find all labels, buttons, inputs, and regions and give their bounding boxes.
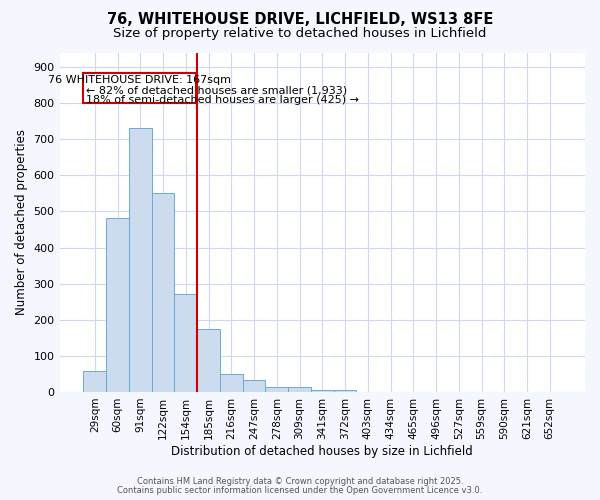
Bar — [334, 390, 356, 392]
Bar — [175, 294, 197, 392]
Y-axis label: Number of detached properties: Number of detached properties — [15, 129, 28, 315]
Bar — [242, 380, 265, 392]
Bar — [288, 388, 311, 392]
Bar — [311, 390, 334, 392]
Text: Contains HM Land Registry data © Crown copyright and database right 2025.: Contains HM Land Registry data © Crown c… — [137, 477, 463, 486]
Text: ← 82% of detached houses are smaller (1,933): ← 82% of detached houses are smaller (1,… — [86, 85, 347, 95]
Bar — [129, 128, 152, 392]
Bar — [106, 218, 129, 392]
Text: 76 WHITEHOUSE DRIVE: 167sqm: 76 WHITEHOUSE DRIVE: 167sqm — [48, 76, 231, 86]
FancyBboxPatch shape — [83, 74, 196, 103]
Bar — [197, 329, 220, 392]
Text: Size of property relative to detached houses in Lichfield: Size of property relative to detached ho… — [113, 28, 487, 40]
Bar — [265, 386, 288, 392]
Bar — [152, 192, 175, 392]
Text: 76, WHITEHOUSE DRIVE, LICHFIELD, WS13 8FE: 76, WHITEHOUSE DRIVE, LICHFIELD, WS13 8F… — [107, 12, 493, 28]
Text: 18% of semi-detached houses are larger (425) →: 18% of semi-detached houses are larger (… — [86, 95, 359, 105]
Bar — [220, 374, 242, 392]
Text: Contains public sector information licensed under the Open Government Licence v3: Contains public sector information licen… — [118, 486, 482, 495]
Bar — [83, 372, 106, 392]
X-axis label: Distribution of detached houses by size in Lichfield: Distribution of detached houses by size … — [172, 444, 473, 458]
